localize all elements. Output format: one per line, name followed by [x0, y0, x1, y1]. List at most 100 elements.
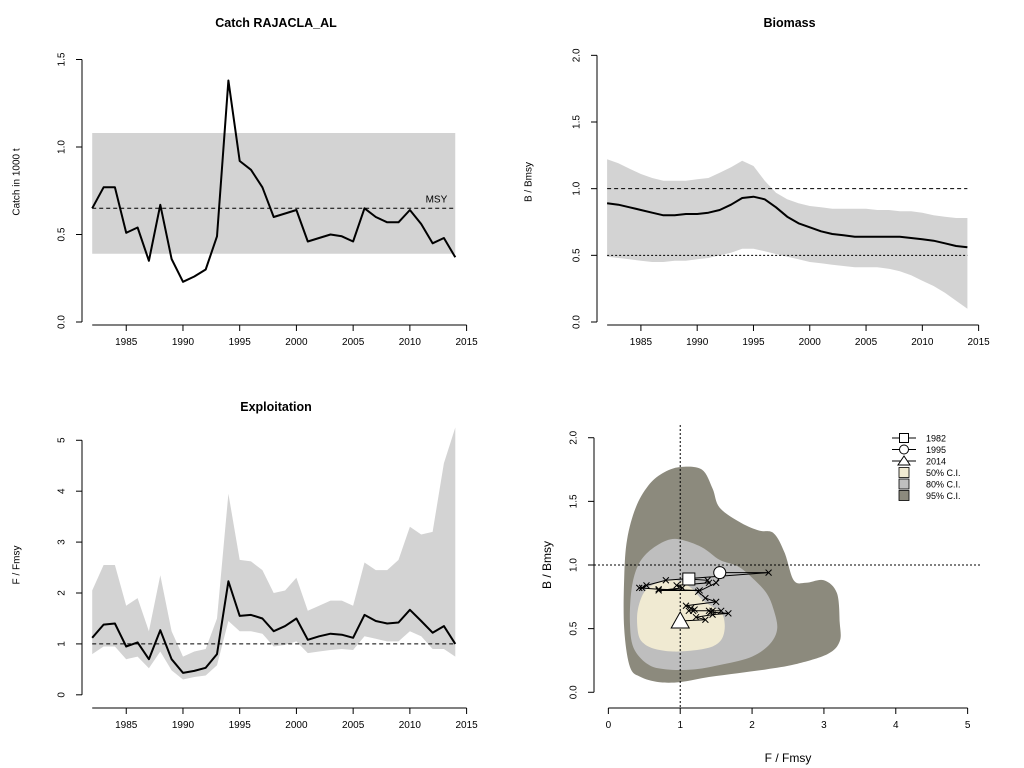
- trajectory-point: [765, 569, 772, 576]
- legend-label: 95% C.I.: [926, 491, 961, 501]
- series-line: [91, 79, 457, 283]
- x-tick-label: 2000: [285, 337, 308, 348]
- uncertainty-band: [607, 159, 968, 309]
- mid-year-marker: [713, 566, 727, 580]
- legend-label: 50% C.I.: [926, 468, 961, 478]
- x-tick-label: 4: [893, 720, 899, 731]
- y-tick-label: 0.0: [572, 315, 583, 329]
- x-tick-label: 1985: [115, 720, 138, 731]
- biomass-panel: 0.0 0.5 1.0 1.5 2.0 1985 1990 1995 2000 2005 2010 2…: [524, 16, 991, 348]
- x-tick-label: 5: [965, 720, 971, 731]
- trajectory-point: [679, 584, 686, 592]
- y-tick-label: 0.0: [57, 315, 68, 329]
- x-tick-label: 2000: [285, 720, 308, 731]
- y-axis-label: B / Bmsy: [524, 162, 535, 202]
- trajectory-point: [638, 584, 646, 592]
- x-tick-label: 2010: [399, 337, 422, 348]
- x-tick-label: 2005: [342, 337, 365, 348]
- y-tick-label: 5: [57, 437, 68, 443]
- legend-swatch: [898, 490, 910, 501]
- y-tick-label: 2: [57, 590, 68, 596]
- x-tick-label: 2: [749, 720, 755, 731]
- end-year-marker: [670, 610, 691, 629]
- x-tick-label: 3: [821, 720, 827, 731]
- y-tick-label: 0: [57, 692, 68, 698]
- y-tick-label: 0.0: [569, 685, 580, 699]
- legend-square-symbol: [899, 433, 909, 443]
- y-tick-label: 3: [57, 539, 68, 545]
- legend-label: 2014: [926, 457, 946, 467]
- legend-triangle-symbol: [897, 455, 911, 466]
- x-tick-label: 2015: [967, 337, 990, 348]
- trajectory-point: [655, 585, 663, 593]
- x-tick-label: 2000: [799, 337, 822, 348]
- x-tick-label: 1995: [229, 337, 252, 348]
- series-line: [606, 195, 968, 249]
- x-tick-label: 2015: [455, 337, 478, 348]
- uncertainty-band: [92, 133, 456, 254]
- reference-line-label: MSY: [426, 194, 448, 205]
- trajectory-point: [682, 602, 690, 610]
- y-tick-label: 0.5: [572, 248, 583, 262]
- trajectory-point: [662, 576, 670, 584]
- y-tick-label: 1.0: [572, 181, 583, 195]
- y-tick-label: 2.0: [569, 430, 580, 444]
- y-tick-label: 1.0: [569, 558, 580, 572]
- legend-label: 1982: [926, 434, 946, 444]
- trajectory-point: [692, 613, 700, 621]
- x-tick-label: 0: [606, 720, 612, 731]
- y-axis-label: F / Fmsy: [12, 546, 23, 585]
- y-tick-label: 1: [57, 641, 68, 647]
- trajectory-point: [705, 579, 713, 587]
- trajectory-point: [635, 584, 643, 592]
- x-tick-label: 1990: [172, 720, 195, 731]
- catch-panel: MSY 0.0 0.5 1.0 1.5 1985 1990 1995 2000 2005 2010 2…: [12, 16, 479, 348]
- legend-label: 1995: [926, 445, 946, 455]
- trajectory-point: [673, 582, 680, 589]
- trajectory-point: [643, 582, 650, 589]
- trajectory-point: [712, 598, 720, 606]
- x-tick-label: 1995: [229, 720, 252, 731]
- x-tick-label: 2005: [855, 337, 878, 348]
- trajectory-point: [694, 588, 702, 596]
- chart-title: Catch RAJACLA_AL: [215, 16, 337, 30]
- x-tick-label: 1985: [115, 337, 138, 348]
- y-tick-label: 0.5: [57, 227, 68, 241]
- y-axis-label: Catch in 1000 t: [12, 148, 23, 215]
- x-tick-label: 2010: [399, 720, 422, 731]
- x-tick-label: 1990: [172, 337, 195, 348]
- exploitation-panel: 0 1 2 3 4 5 1985 1990 1995 2000 2005 2010 2015 Exploi…: [12, 400, 479, 731]
- trajectory-point: [702, 594, 709, 602]
- y-tick-label: 1.0: [57, 140, 68, 154]
- y-tick-label: 1.5: [572, 115, 583, 129]
- x-tick-label: 1990: [686, 337, 709, 348]
- trajectory-point: [685, 607, 693, 615]
- trajectory-point: [725, 610, 732, 617]
- trajectory-point: [712, 579, 720, 587]
- legend-swatch: [898, 478, 910, 490]
- x-tick-label: 2015: [455, 720, 478, 731]
- x-tick-label: 2010: [911, 337, 934, 348]
- x-axis-label: F / Fmsy: [765, 751, 812, 765]
- y-tick-label: 2.0: [572, 48, 583, 62]
- series-line: [91, 580, 457, 674]
- y-tick-label: 1.5: [569, 494, 580, 508]
- y-tick-label: 1.5: [57, 52, 68, 66]
- legend-circle-symbol: [899, 444, 909, 455]
- start-year-marker: [682, 572, 696, 586]
- y-axis-label: B / Bmsy: [540, 541, 554, 589]
- x-tick-label: 1995: [742, 337, 765, 348]
- uncertainty-band: [92, 427, 456, 680]
- trajectory-point: [717, 607, 725, 615]
- x-tick-label: 1: [677, 720, 683, 731]
- legend-swatch: [898, 467, 910, 478]
- legend-label: 80% C.I.: [926, 480, 961, 490]
- chart-title: Exploitation: [240, 400, 312, 414]
- chart-title: Biomass: [763, 16, 815, 30]
- trajectory-point: [655, 587, 663, 594]
- x-tick-label: 2005: [342, 720, 365, 731]
- trajectory-point: [709, 611, 716, 618]
- y-tick-label: 0.5: [569, 621, 580, 635]
